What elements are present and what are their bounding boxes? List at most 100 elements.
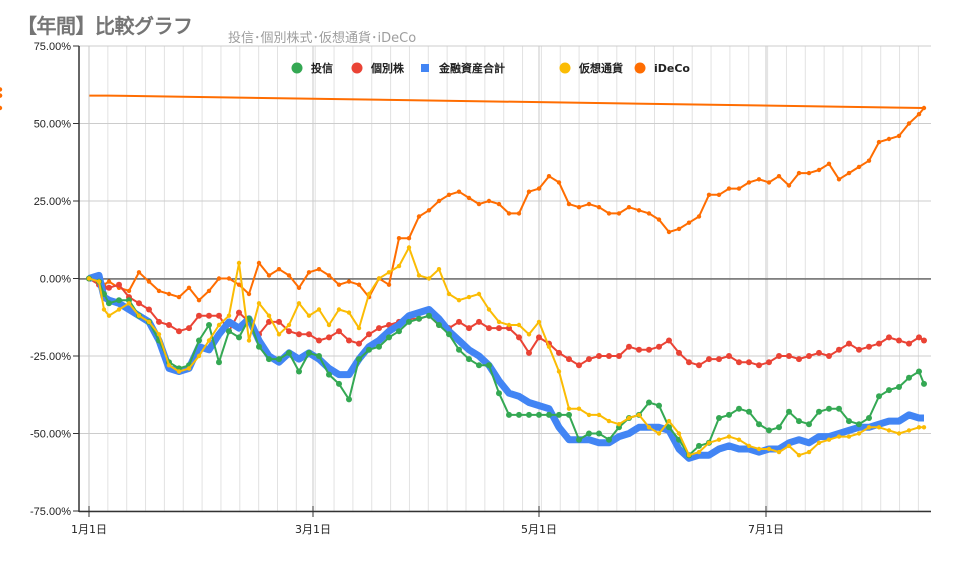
data-point xyxy=(276,267,282,272)
data-point xyxy=(206,288,212,294)
data-point xyxy=(746,443,752,449)
legend-dot-icon xyxy=(291,62,303,74)
y-tick-label: 0.00% xyxy=(40,274,71,286)
data-point xyxy=(536,411,542,418)
data-point xyxy=(806,170,812,176)
data-point xyxy=(316,307,322,312)
data-point xyxy=(96,279,102,284)
data-point xyxy=(326,371,332,378)
data-point xyxy=(246,338,252,343)
data-point xyxy=(516,334,522,341)
data-point xyxy=(386,282,392,287)
data-point xyxy=(786,443,792,449)
data-point xyxy=(826,437,832,442)
data-point xyxy=(296,368,302,375)
data-point xyxy=(616,422,622,427)
data-point xyxy=(406,245,412,250)
data-point xyxy=(436,267,442,272)
data-point xyxy=(116,307,122,312)
legend-label: iDeCo xyxy=(654,62,690,75)
data-point xyxy=(896,337,902,344)
legend-label: 個別株 xyxy=(370,61,405,75)
data-point xyxy=(336,380,342,387)
data-point xyxy=(516,211,522,216)
data-point xyxy=(526,349,532,356)
data-point xyxy=(336,307,342,312)
data-point xyxy=(616,353,622,359)
data-point xyxy=(921,337,927,344)
data-point xyxy=(836,434,842,439)
legend-item[interactable]: 投信 xyxy=(291,61,334,75)
data-point xyxy=(826,353,832,359)
data-point xyxy=(666,418,672,424)
data-point xyxy=(636,412,642,418)
data-point xyxy=(906,428,912,433)
data-point xyxy=(836,346,842,353)
data-point xyxy=(646,399,652,406)
data-point xyxy=(686,453,692,458)
data-point xyxy=(446,192,452,197)
data-point xyxy=(586,201,592,207)
data-point xyxy=(346,310,352,315)
data-point xyxy=(856,421,862,428)
data-point xyxy=(866,158,872,163)
data-point xyxy=(566,356,572,363)
data-point xyxy=(576,406,582,411)
data-point xyxy=(606,436,612,443)
data-point xyxy=(716,192,722,197)
data-point xyxy=(136,270,142,275)
legend-dot-icon xyxy=(351,62,363,74)
data-point xyxy=(446,331,452,338)
data-point xyxy=(706,192,712,197)
y-tick-label: -50.00% xyxy=(30,429,71,441)
data-point xyxy=(236,309,242,316)
data-point xyxy=(286,349,292,356)
data-point xyxy=(476,318,482,325)
data-point xyxy=(266,356,272,363)
data-point xyxy=(586,356,592,363)
data-point xyxy=(226,313,232,318)
legend-item[interactable]: 仮想通貨 xyxy=(559,61,624,75)
data-point xyxy=(486,325,492,332)
series-line xyxy=(88,277,925,367)
data-point xyxy=(396,263,402,269)
data-point xyxy=(616,211,622,216)
data-point xyxy=(666,337,672,344)
data-point xyxy=(746,180,752,185)
data-point xyxy=(816,440,822,445)
data-point xyxy=(166,322,172,328)
data-point xyxy=(466,356,472,363)
data-point xyxy=(876,340,882,347)
data-point xyxy=(921,380,927,387)
data-point xyxy=(116,281,122,288)
data-point xyxy=(106,313,112,318)
data-point xyxy=(756,421,762,428)
data-point xyxy=(816,349,822,356)
data-point xyxy=(906,374,912,381)
data-point xyxy=(796,418,802,425)
data-point xyxy=(556,349,562,356)
y-tick-label: 50.00% xyxy=(34,119,72,131)
data-point xyxy=(246,315,252,322)
x-tick-label: 1月1日 xyxy=(71,523,107,536)
data-point xyxy=(466,294,472,300)
data-point xyxy=(176,328,182,335)
data-point xyxy=(796,356,802,363)
data-point xyxy=(326,273,332,278)
data-point xyxy=(236,260,242,266)
data-point xyxy=(886,387,892,394)
data-point xyxy=(756,177,762,182)
data-point xyxy=(466,195,472,201)
data-point xyxy=(516,411,522,418)
legend-item[interactable]: 個別株 xyxy=(351,61,405,75)
legend-item[interactable]: iDeCo xyxy=(634,62,691,75)
data-point xyxy=(726,353,732,359)
data-point xyxy=(536,319,542,325)
data-point xyxy=(416,273,422,278)
legend-item[interactable]: 金融資産合計 xyxy=(421,61,505,75)
legend-label: 仮想通貨 xyxy=(578,61,623,75)
data-point xyxy=(756,362,762,369)
series-4 xyxy=(0,87,927,303)
chart-legend[interactable]: 投信 個別株 金融資産合計 仮想通貨 iDeCo xyxy=(291,61,691,75)
